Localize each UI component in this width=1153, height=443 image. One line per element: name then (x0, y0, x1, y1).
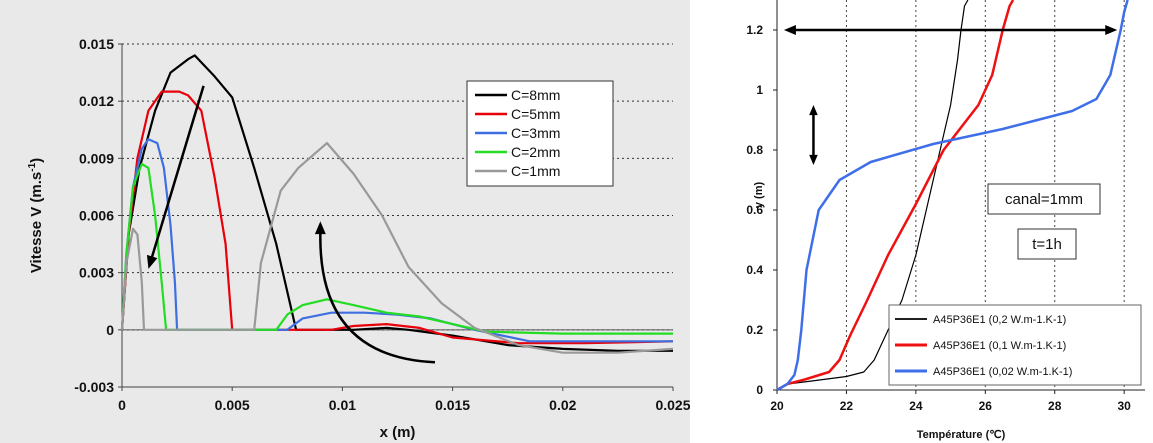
vertical-arrow-head-bottom (809, 154, 818, 165)
x-tick-label: 26 (979, 399, 993, 413)
legend-label: C=5mm (511, 106, 560, 122)
legend-label: A45P36E1 (0,2 W.m-1.K-1) (933, 314, 1066, 326)
x-tick-label: 0.025 (655, 397, 690, 413)
x-tick-label: 0.005 (215, 397, 250, 413)
y-tick-label: 0.012 (79, 93, 114, 109)
curved-arrow-head (314, 221, 326, 235)
y-tick-label: 0.006 (79, 208, 114, 224)
horizontal-arrow-head-right (1105, 24, 1118, 36)
chart-left-panel: -0.003 0 0.003 0.006 0.009 0.012 0.015 0 0.005 0.… (0, 0, 690, 443)
horizontal-arrow-head-left (783, 24, 796, 36)
y-tick-label: 0.015 (79, 36, 114, 52)
y-axis-title-sup: -1 (27, 162, 38, 171)
x-tick-label: 22 (840, 399, 854, 413)
series-line-c2mm (120, 162, 673, 335)
series-line-2 (776, 0, 1129, 392)
x-tick-label: 24 (909, 399, 923, 413)
y-tick-label: 0.4 (746, 263, 763, 277)
y-tick-label: 0 (106, 322, 114, 338)
annotation-text: canal=1mm (1005, 191, 1083, 208)
series-line-c1mm (120, 142, 674, 354)
y-axis-title: Vitesse V (m.s-1) (27, 158, 45, 273)
legend-label: C=1mm (511, 163, 560, 179)
legend-label: C=3mm (511, 125, 560, 141)
legend-label: A45P36E1 (0,02 W.m-1.K-1) (933, 366, 1072, 378)
y-tick-label: -0.003 (74, 379, 114, 395)
y-tick-label: 0.8 (746, 143, 763, 157)
annotation-text: t=1h (1032, 236, 1062, 253)
y-axis-title: y (m) (753, 182, 765, 209)
x-tick-label: 0 (118, 397, 126, 413)
legend-box (888, 304, 1142, 386)
x-tick-label: 30 (1117, 399, 1131, 413)
chart-right-panel: 0 0.2 0.4 0.6 0.8 1 1.2 20 22 24 26 28 30 Température… (732, 0, 1153, 443)
x-tick-label: 0.015 (435, 397, 470, 413)
arrow-line (150, 85, 205, 260)
series-line-c5mm (120, 90, 674, 345)
x-tick-label: 0.01 (329, 397, 356, 413)
legend-label: C=2mm (511, 144, 560, 160)
x-tick-label: 20 (770, 399, 784, 413)
y-tick-label: 0.2 (746, 323, 763, 337)
y-tick-label: 0 (756, 383, 763, 397)
y-tick-label: 1 (756, 83, 763, 97)
annotation-box (1017, 228, 1077, 260)
arrow-head (146, 254, 158, 269)
vertical-arrow-head-top (809, 105, 818, 116)
y-tick-label: 0.003 (79, 265, 114, 281)
y-tick-label: 1.2 (746, 23, 763, 37)
temperature-chart: 0 0.2 0.4 0.6 0.8 1 1.2 20 22 24 26 28 30 Température… (746, 0, 1145, 441)
y-tick-label: 0.009 (79, 150, 114, 166)
series-line-0 (776, 0, 969, 391)
x-tick-label: 28 (1048, 399, 1062, 413)
y-axis-title-main: Vitesse V (m.s (28, 172, 45, 273)
y-axis-title-end: ) (28, 158, 45, 163)
x-tick-label: 0.02 (549, 397, 576, 413)
series-line-1 (776, 0, 1015, 392)
y-tick-label: 0.6 (746, 203, 763, 217)
x-axis-title: Température (℃) (917, 429, 1006, 441)
x-axis-title: x (m) (380, 424, 416, 441)
curved-arrow-line (319, 233, 436, 364)
annotation-box (987, 183, 1101, 215)
legend-label: A45P36E1 (0,1 W.m-1.K-1) (933, 340, 1066, 352)
legend-label: C=8mm (511, 87, 560, 103)
